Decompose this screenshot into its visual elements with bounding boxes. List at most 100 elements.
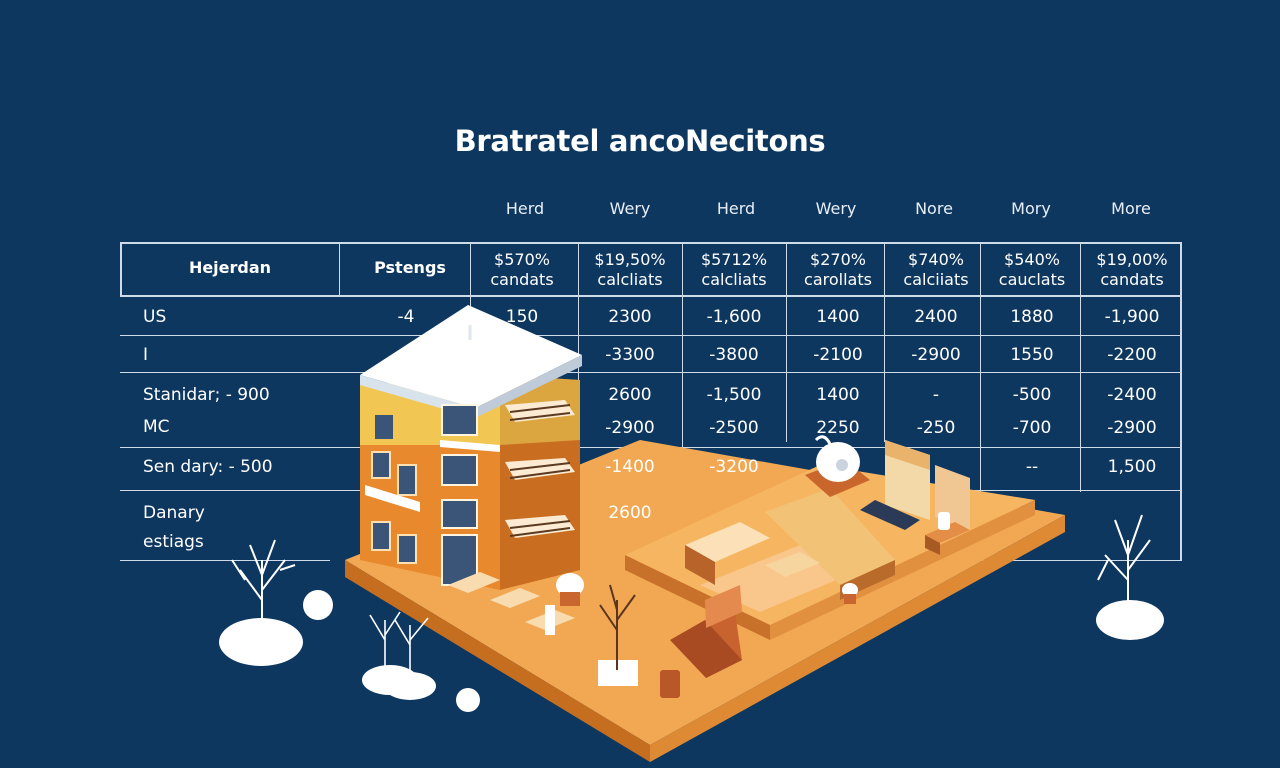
table-cell: 2300: [608, 307, 652, 327]
header-label: calcliats: [701, 270, 767, 289]
side-table: [925, 522, 970, 543]
table-cell: -2900: [911, 345, 961, 365]
header-label: calciiats: [903, 270, 969, 289]
table-cell: -250: [916, 418, 956, 438]
bush-icon: [556, 573, 584, 597]
side-table-side: [925, 535, 940, 555]
column-heading: More: [1111, 199, 1151, 218]
header-price: $19,00%: [1096, 250, 1168, 269]
table-cell: -: [932, 385, 940, 405]
bush-icon: [842, 583, 858, 597]
ledge: [440, 440, 500, 452]
table-cell: 1400: [816, 385, 860, 405]
window-icon: [441, 454, 478, 486]
table-cell: -500: [1012, 385, 1052, 405]
balcony-railing: [509, 404, 571, 421]
wall-panel-top: [885, 440, 930, 470]
table-header-cell: $570% candats: [470, 250, 574, 290]
roof-edge: [475, 355, 582, 418]
snow-bush-icon: [456, 688, 480, 712]
ottoman: [765, 552, 820, 577]
table-col-line: [786, 242, 787, 442]
table-cell: 2600: [608, 503, 652, 523]
row-label-secondary: Sen dary: - 500: [143, 457, 273, 477]
paving-stone: [448, 572, 500, 593]
ledge: [365, 485, 420, 512]
sideboard: [765, 488, 895, 585]
table-row-line: [120, 335, 1181, 336]
table-row-line: [120, 372, 1181, 373]
table-cell: -700: [1012, 418, 1052, 438]
table-col-line: [682, 242, 683, 542]
table-left-border: [120, 242, 122, 296]
table-header-cell: $19,50% calcliats: [578, 250, 682, 290]
table-cell: 1,500: [1107, 457, 1157, 477]
paving-stone: [490, 588, 540, 608]
table-bottom-line: [980, 560, 1181, 561]
table-cell: -2500: [709, 418, 759, 438]
row-label-estiags: estiags: [143, 532, 204, 552]
planter-icon: [844, 594, 856, 604]
bare-tree-icon: [369, 611, 429, 680]
laptop-icon: [860, 500, 920, 530]
column-heading: Herd: [716, 199, 756, 218]
row-label-us: US: [143, 307, 167, 327]
table-top-line: [120, 242, 1181, 244]
header-label: calcliats: [597, 270, 663, 289]
table-cell: -3800: [709, 345, 759, 365]
row-label-mc: MC: [143, 417, 170, 437]
table-header-cell: $740% calciiats: [884, 250, 988, 290]
armchair-back: [705, 585, 742, 628]
header-label: carollats: [804, 270, 872, 289]
row-label-standard: Stanidar; - 900: [143, 385, 270, 405]
table-cell: -3300: [605, 345, 655, 365]
window-icon: [441, 404, 478, 436]
page-title: Bratratel ancoNecitons: [454, 124, 826, 158]
table-header-cell: $5712% calcliats: [682, 250, 786, 290]
header-price: $570%: [494, 250, 550, 269]
column-heading: Nore: [915, 199, 953, 218]
balcony-railing: [509, 520, 571, 537]
coffee-table-side: [685, 545, 715, 585]
bare-tree-icon: [1097, 514, 1151, 620]
table-col-line: [884, 242, 885, 442]
window-icon: [371, 521, 391, 551]
table-cell: --: [1025, 457, 1039, 477]
table-cell: -2900: [1107, 418, 1157, 438]
header-label: cauclats: [998, 270, 1066, 289]
table-col-line: [980, 242, 981, 561]
header-price: $740%: [908, 250, 964, 269]
table-cell: -2400: [1107, 385, 1157, 405]
window-icon: [371, 451, 391, 479]
header-price: $5712%: [700, 250, 768, 269]
snow-patch: [1096, 600, 1164, 640]
window-icon: [375, 415, 393, 439]
balcony: [505, 515, 575, 538]
table-cell: 1550: [1010, 345, 1054, 365]
balcony-railing: [509, 462, 571, 479]
window-icon: [397, 534, 417, 564]
table-header-bottom-line: [120, 295, 1181, 297]
table-header-cell: $19,00% candats: [1080, 250, 1184, 290]
row-label-danary: Danary: [143, 503, 205, 523]
table-cell: -1400: [605, 457, 655, 477]
row-label-i: I: [143, 345, 149, 365]
column-heading: Wery: [815, 199, 857, 218]
coffee-table: [685, 522, 770, 562]
kettle-detail: [836, 459, 848, 471]
bare-tree-icon: [231, 539, 296, 640]
table-header-cell: $540% cauclats: [980, 250, 1084, 290]
table-bottom-line: [120, 560, 330, 561]
table-header-cell: $270% carollats: [786, 250, 890, 290]
header-price: $540%: [1004, 250, 1060, 269]
room-platform-edge: [770, 500, 1035, 640]
table-cell: -2200: [1107, 345, 1157, 365]
column-heading: Mory: [1011, 199, 1051, 218]
lamp-post-icon: [545, 605, 555, 635]
header-price: $19,50%: [594, 250, 666, 269]
table-header-left: Hejerdan: [188, 258, 272, 277]
window-icon: [397, 464, 417, 496]
table-cell: 2400: [914, 307, 958, 327]
table-col-line: [339, 242, 340, 296]
snow-patch: [384, 672, 436, 700]
